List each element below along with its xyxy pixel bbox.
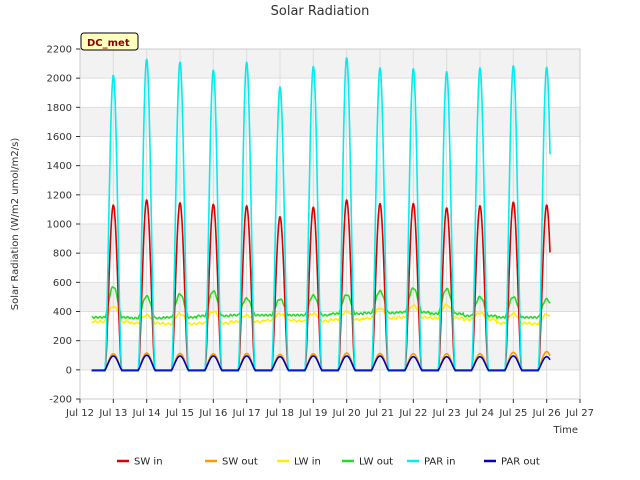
badge-text: DC_met	[87, 38, 130, 49]
background-band	[80, 340, 580, 370]
y-tick-label: 1000	[47, 220, 72, 231]
background-band	[80, 49, 580, 79]
series-layer	[91, 57, 551, 372]
background-band	[80, 224, 580, 254]
background-band	[80, 165, 580, 195]
x-tick-label: Jul 25	[498, 408, 527, 419]
legend-label: LW out	[359, 457, 393, 468]
y-tick-label: 1200	[47, 190, 72, 201]
legend: SW in SW out LW in LW out PAR in PAR out	[117, 457, 540, 468]
y-tick-label: 800	[53, 249, 72, 260]
background-band	[80, 107, 580, 137]
y-axis-label: Solar Radiation (W/m2 umol/m2/s)	[10, 138, 21, 311]
y-tick-label: 1800	[47, 103, 72, 114]
x-axis-label: Time	[553, 425, 578, 436]
x-axis-ticks: Jul 12 Jul 13 Jul 14 Jul 15 Jul 16 Jul 17 Jul …	[65, 399, 594, 419]
y-tick-label: 2000	[47, 74, 72, 85]
legend-label: SW out	[222, 457, 258, 468]
legend-label: PAR out	[501, 457, 540, 468]
y-tick-label: 1400	[47, 161, 72, 172]
x-tick-label: Jul 14	[132, 408, 161, 419]
series-line-par-out	[91, 354, 551, 371]
y-tick-label: -200	[49, 395, 72, 406]
x-tick-label: Jul 18	[265, 408, 294, 419]
x-tick-label: Jul 20	[332, 408, 361, 419]
station-badge: DC_met	[80, 32, 139, 51]
x-tick-label: Jul 13	[98, 408, 127, 419]
x-tick-label: Jul 26	[532, 408, 561, 419]
x-tick-label: Jul 16	[198, 408, 227, 419]
legend-label: SW in	[134, 457, 163, 468]
plot-background-bands	[80, 49, 580, 399]
x-tick-label: Jul 21	[365, 408, 394, 419]
background-band	[80, 369, 580, 399]
x-tick-label: Jul 15	[165, 408, 194, 419]
background-band	[80, 282, 580, 312]
x-tick-label: Jul 27	[565, 408, 594, 419]
background-band	[80, 194, 580, 224]
legend-label: LW in	[294, 457, 321, 468]
x-tick-label: Jul 17	[232, 408, 261, 419]
x-tick-label: Jul 24	[465, 408, 494, 419]
chart-title: Solar Radiation	[271, 4, 370, 19]
y-tick-label: 0	[66, 365, 72, 376]
y-tick-label: 400	[53, 307, 72, 318]
legend-label: PAR in	[424, 457, 455, 468]
x-tick-label: Jul 12	[65, 408, 94, 419]
y-tick-label: 600	[53, 278, 72, 289]
y-axis-ticks: -200 0 200 400 600 800 1000 1200 1400 1600 1800 200…	[47, 45, 80, 406]
background-band	[80, 136, 580, 166]
x-tick-label: Jul 23	[432, 408, 461, 419]
y-tick-label: 1600	[47, 132, 72, 143]
background-band	[80, 253, 580, 283]
background-band	[80, 311, 580, 341]
y-tick-label: 2200	[47, 45, 72, 56]
background-band	[80, 78, 580, 108]
x-tick-label: Jul 22	[398, 408, 427, 419]
x-tick-label: Jul 19	[298, 408, 327, 419]
badge-box	[80, 32, 139, 51]
y-tick-label: 200	[53, 336, 72, 347]
